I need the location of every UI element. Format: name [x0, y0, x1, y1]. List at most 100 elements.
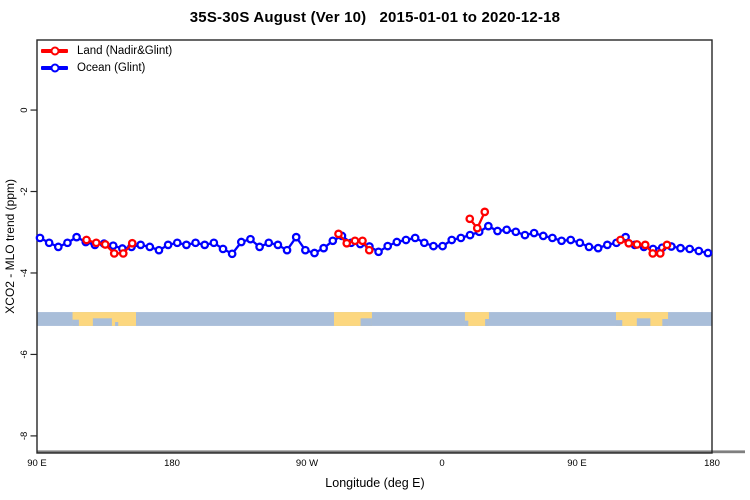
ocean-series-line — [39, 224, 709, 256]
map-strip-ocean — [37, 312, 712, 326]
x-tick-label: 90 W — [296, 458, 318, 469]
ocean-series-point — [456, 233, 466, 243]
x-tick-label: 90 E — [27, 458, 47, 469]
ocean-series-point — [72, 232, 81, 242]
land-series-point — [91, 238, 101, 248]
plot-border — [36, 39, 713, 454]
ocean-series-point — [264, 238, 274, 248]
ocean-series-point — [182, 240, 191, 250]
map-strip-ocean-cutout — [485, 318, 489, 326]
land-series-point — [109, 249, 119, 258]
map-strip-ocean-cutout — [72, 319, 79, 326]
ocean-series-point — [493, 226, 502, 236]
ocean-series-point — [374, 247, 383, 257]
ocean-series-point — [209, 238, 219, 248]
y-axis-title: XCO2 - MLO trend (ppm) — [1, 40, 18, 453]
ocean-series-point — [575, 238, 585, 248]
ocean-series-point — [410, 233, 420, 243]
map-strip-ocean-cutout — [464, 320, 469, 326]
x-axis-title: Longitude (deg E) — [325, 476, 425, 490]
x-tick-label: 0 — [439, 458, 444, 469]
ocean-series-point — [548, 233, 557, 243]
ocean-series-point — [538, 231, 548, 241]
ocean-series-point — [438, 241, 447, 251]
ocean-series-point — [108, 241, 118, 251]
ocean-series-point — [401, 235, 411, 245]
ocean-series-point — [300, 245, 310, 255]
legend-label-land: Land (Nadir&Glint) — [77, 45, 173, 57]
ocean-series-point — [557, 236, 566, 246]
land-series-point — [100, 240, 110, 249]
ocean-series-point — [319, 243, 328, 253]
land-series-point — [127, 238, 137, 248]
ocean-series-point — [191, 238, 200, 248]
ocean-series-point — [236, 237, 246, 247]
legend-item-land: Land (Nadir&Glint) — [41, 44, 172, 58]
ocean-series-point — [53, 242, 63, 252]
ocean-series-point — [685, 244, 695, 254]
land-series-point — [662, 240, 672, 250]
land-series-point — [648, 249, 658, 258]
ocean-series-point — [694, 246, 704, 256]
map-strip-ocean-cutout — [360, 318, 372, 326]
legend-item-ocean: Ocean (Glint) — [41, 61, 172, 75]
ocean-series-point — [465, 230, 475, 240]
land-series-point — [616, 235, 625, 245]
ocean-series-point — [584, 242, 594, 252]
ocean-series-point — [703, 248, 713, 258]
chart-title: 35S-30S August (Ver 10) 2015-01-01 to 20… — [189, 9, 561, 26]
land-series-point — [624, 238, 634, 248]
ocean-series-point — [520, 230, 530, 240]
ocean-series-point — [502, 225, 511, 235]
ocean-series-point — [511, 227, 521, 237]
ocean-series-symbol — [41, 63, 68, 73]
legend-label-ocean: Ocean (Glint) — [77, 62, 146, 74]
land-series-point — [350, 236, 360, 246]
y-tick-label: 0 — [19, 107, 30, 112]
land-series-symbol — [41, 46, 68, 56]
y-axis-title-text: XCO2 - MLO trend (ppm) — [2, 179, 17, 314]
land-series-point — [655, 249, 665, 258]
ocean-series-point — [392, 237, 402, 247]
land-series-point — [480, 207, 490, 217]
y-tick-label: -2 — [19, 187, 30, 195]
land-series-point — [465, 214, 475, 224]
ocean-marker-icon — [50, 63, 59, 73]
ocean-series-point — [273, 240, 283, 250]
ocean-series-point — [35, 233, 45, 243]
x-tick-label: 90 E — [567, 458, 587, 469]
land-series-point — [364, 245, 374, 255]
y-tick-label: -6 — [19, 350, 30, 358]
land-marker-icon — [50, 46, 59, 56]
land-series-point — [358, 236, 367, 246]
land-series-point — [118, 249, 128, 258]
x-axis-line — [37, 450, 745, 454]
ocean-series-point — [483, 221, 493, 231]
land-series-point — [82, 235, 91, 245]
ocean-series-point — [136, 240, 145, 250]
land-series-point — [472, 223, 482, 233]
land-series-point — [632, 240, 642, 249]
y-tick-label: -8 — [19, 432, 30, 440]
ocean-series-point — [255, 242, 264, 252]
ocean-series-point — [419, 238, 429, 248]
map-strip-ocean-cutout — [662, 318, 669, 326]
ocean-series-point — [154, 245, 164, 255]
map-strip-ocean-cutout — [616, 320, 623, 326]
ocean-series-point — [44, 238, 54, 248]
ocean-series-point — [291, 232, 301, 242]
land-series-point — [334, 229, 343, 239]
map-strip-ocean-cutout — [636, 318, 651, 326]
x-tick-label: 180 — [164, 458, 180, 469]
ocean-series-point — [63, 238, 72, 248]
ocean-series-point — [328, 236, 338, 246]
ocean-series-point — [429, 241, 438, 251]
ocean-series-point — [529, 228, 539, 238]
ocean-series-point — [566, 235, 576, 245]
ocean-series-point — [145, 242, 155, 252]
ocean-series-point — [218, 244, 228, 254]
map-strip-ocean-cutout — [115, 322, 119, 326]
legend: Land (Nadir&Glint) Ocean (Glint) — [41, 44, 172, 75]
